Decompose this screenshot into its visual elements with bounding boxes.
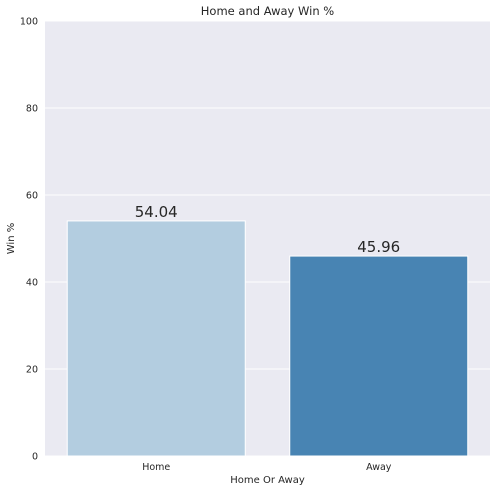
x-tick-labels: Home Away xyxy=(142,462,392,473)
y-tick-label: 0 xyxy=(32,452,38,463)
y-tick-label: 60 xyxy=(26,191,38,202)
bar-away xyxy=(289,255,469,457)
y-tick-label: 40 xyxy=(26,278,38,289)
y-tick-labels: 0 20 40 60 80 100 xyxy=(20,17,38,463)
y-tick-label: 80 xyxy=(26,104,38,115)
chart-title: Home and Away Win % xyxy=(201,4,334,18)
x-tick-label-away: Away xyxy=(366,462,392,473)
bars xyxy=(66,220,469,457)
data-label-home: 54.04 xyxy=(135,203,178,221)
x-axis-label: Home Or Away xyxy=(230,475,305,486)
data-labels: 54.04 45.96 xyxy=(135,203,400,256)
y-tick-label: 100 xyxy=(20,17,38,28)
y-tick-label: 20 xyxy=(26,365,38,376)
data-label-away: 45.96 xyxy=(357,238,400,256)
x-tick-label-home: Home xyxy=(142,462,170,473)
y-axis-label: Win % xyxy=(6,223,17,254)
bar-home xyxy=(66,220,246,457)
